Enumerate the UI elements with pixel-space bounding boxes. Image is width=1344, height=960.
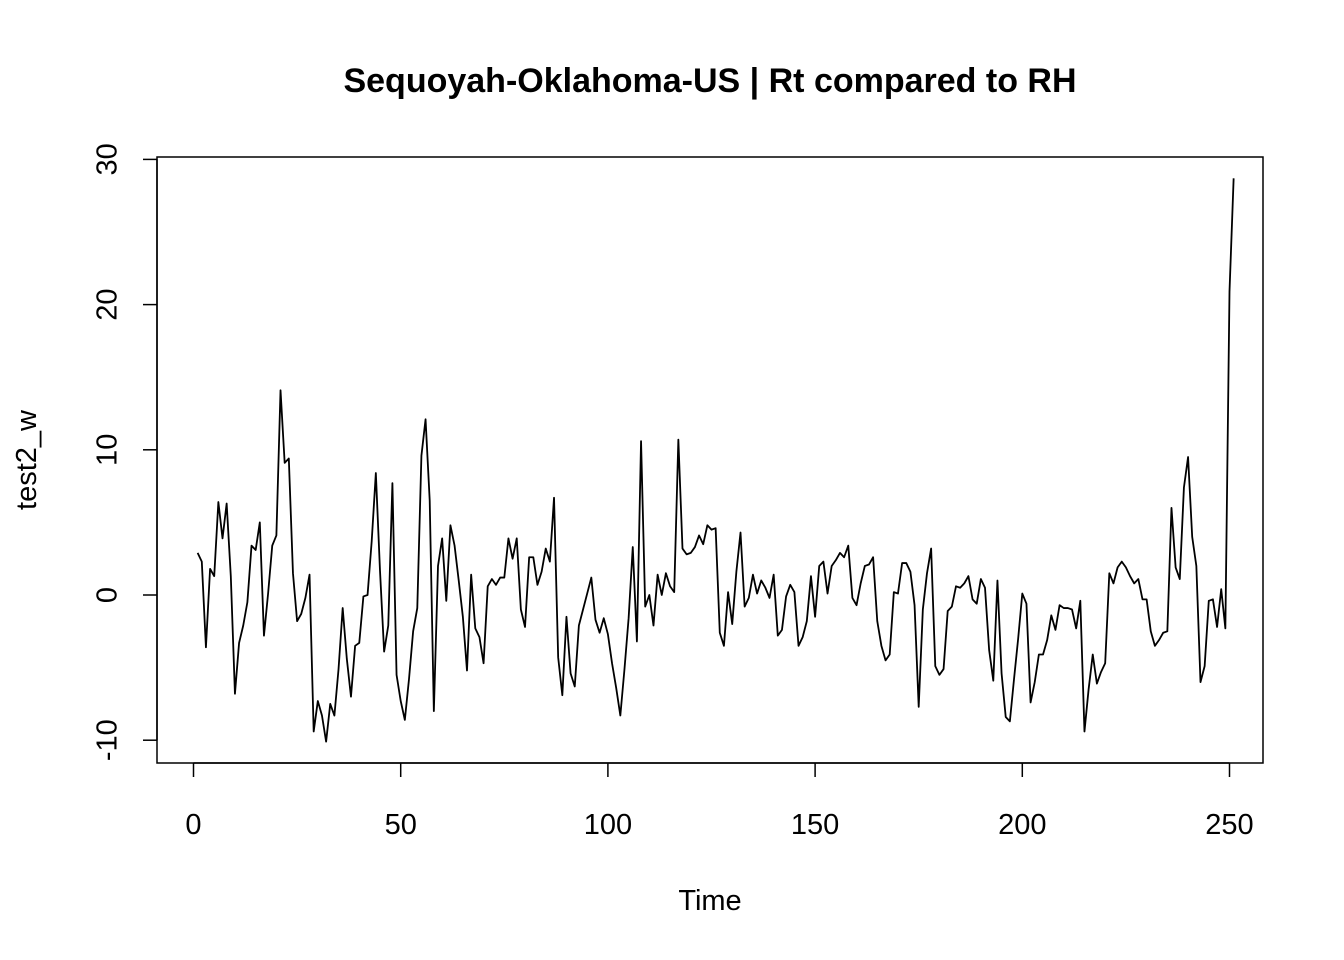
- chart-title: Sequoyah-Oklahoma-US | Rt compared to RH: [343, 62, 1076, 100]
- series-line: [196, 178, 1235, 743]
- y-axis: -10 0 10 20 30: [92, 143, 158, 761]
- y-tick-label: 20: [92, 288, 124, 320]
- x-axis: 0 50 100 150 200 250: [185, 762, 1254, 841]
- x-tick-label: 100: [584, 809, 632, 841]
- x-tick-label: 150: [791, 809, 839, 841]
- x-tick-label: 200: [998, 809, 1046, 841]
- y-tick-label: 30: [92, 143, 124, 175]
- x-tick-label: 50: [385, 809, 417, 841]
- plot-frame: [156, 156, 1264, 764]
- y-tick-label: 0: [92, 587, 124, 603]
- x-axis-label: Time: [678, 885, 741, 917]
- y-tick-label: -10: [92, 719, 124, 761]
- x-tick-label: 0: [185, 809, 201, 841]
- y-axis-label: test2_w: [11, 409, 43, 510]
- y-tick-label: 10: [92, 434, 124, 466]
- x-tick-label: 250: [1205, 809, 1253, 841]
